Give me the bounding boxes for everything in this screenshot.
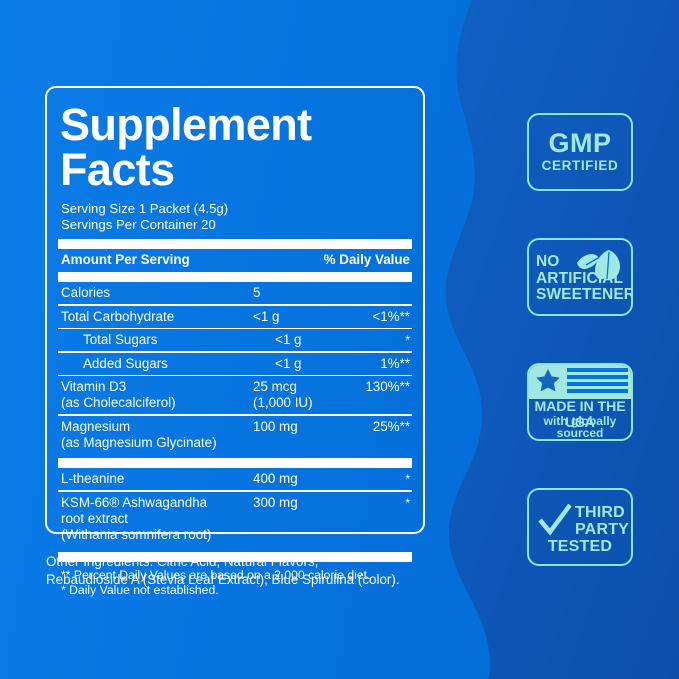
page-title: Supplement Facts [60,99,312,195]
badge-no-artificial-sweeteners: NO ARTIFICIAL SWEETENERS [527,238,633,316]
row-name: Calories [61,285,111,300]
footnote-daily-values: ** Percent Daily Values are based on a 2… [61,567,371,582]
row-amount: <1 g [275,332,302,348]
third-party-line-3: TESTED [547,538,613,555]
row-daily-value: 25%** [372,418,410,434]
footnotes: ** Percent Daily Values are based on a 2… [58,562,412,598]
table-row: Added Sugars <1 g 1%** [58,353,412,375]
table-header-row: Amount Per Serving % Daily Value [58,249,412,270]
row-daily-value: * [405,333,410,348]
row-subtext: (as Magnesium Glycinate) [61,434,217,450]
row-amount: 25 mcg [253,379,297,395]
third-party-line-2: PARTY [575,521,630,538]
row-name: Total Carbohydrate [61,308,175,324]
divider-thin [58,351,412,353]
row-daily-value: <1%** [372,308,410,324]
row-name: Magnesium [61,418,131,434]
divider-thick-middle [58,457,412,468]
other-ingredients: Other Ingredients: Citric Acid, Natural … [46,553,446,588]
third-party-line-1: THIRD [575,504,625,521]
divider-thin [58,304,412,306]
row-name: KSM-66® Ashwagandha [61,494,208,510]
row-amount: 300 mg [253,494,298,510]
row-daily-value: 1%** [380,355,410,371]
row-subtext-latin: (Withania somnifera root) [61,526,212,542]
table-row: Magnesium (as Magnesium Glycinate) 100 m… [58,416,412,454]
made-in-usa-sub-2: sourced ingredients [556,426,604,440]
table-row: L-theanine 400 mg * [58,468,412,490]
servings-per-container: Servings Per Container 20 [61,217,216,232]
row-amount: 100 mg [253,418,298,434]
row-daily-value: 130%** [365,379,410,395]
table-row: Total Carbohydrate <1 g <1%** [58,306,412,328]
row-name: Total Sugars [83,332,158,348]
row-subtext: (as Cholecalciferol) [61,395,176,411]
made-in-usa-sub-1: with globally [543,414,617,428]
made-in-usa-label: MADE IN THE USA [534,399,626,431]
badge-gmp-certified: GMP CERTIFIED [527,113,633,191]
divider-thick-top [58,239,412,249]
divider-thin [58,374,412,377]
amount-per-serving-label: Amount Per Serving [61,252,190,267]
usa-flag-icon [529,365,631,399]
row-subtext: root extract [61,510,128,526]
row-amount: <1 g [253,308,280,324]
leaf-icon [577,250,620,280]
divider-thin [58,414,412,416]
table-row: KSM-66® Ashwagandha root extract (Withan… [58,492,412,546]
table-row: Total Sugars <1 g * [58,329,412,351]
table-row: Calories 5 [58,282,412,304]
serving-size: Serving Size 1 Packet (4.5g) [61,201,229,216]
nas-line-3: SWEETENERS [536,286,631,303]
row-name: L-theanine [61,470,125,486]
gmp-certified-label: CERTIFIED [541,158,619,173]
checkmark-icon [538,504,572,536]
row-amount-secondary: (1,000 IU) [253,395,313,411]
other-ingredients-line-1: Other Ingredients: Citric Acid, Natural … [46,554,319,569]
row-name: Vitamin D3 [61,379,127,395]
row-amount: <1 g [275,355,302,371]
row-daily-value: * [405,495,410,510]
badge-third-party-tested: THIRD PARTY TESTED [527,488,633,566]
nas-line-1: NO [536,253,560,270]
gmp-label: GMP [548,128,612,158]
row-name: Added Sugars [83,355,168,371]
row-amount: 400 mg [253,470,298,486]
supplement-facts-panel: Supplement Facts Serving Size 1 Packet (… [45,86,425,597]
divider-thick-header [58,272,412,282]
daily-value-label: % Daily Value [323,252,410,267]
footnote-not-established: * Daily Value not established. [61,582,219,597]
table-row: Vitamin D3 (as Cholecalciferol) 25 mcg (… [58,376,412,414]
divider-thin [58,327,412,330]
row-amount: 5 [253,285,261,300]
divider-thick-bottom [58,551,412,562]
divider-thin [58,489,412,492]
serving-info: Serving Size 1 Packet (4.5g) Servings Pe… [58,201,412,233]
row-daily-value: * [405,471,410,486]
badge-made-in-usa: MADE IN THE USA with globally sourced in… [527,363,633,441]
other-ingredients-line-2: Rebaudioside A (Stevia Leaf Extract), Bl… [46,571,400,587]
